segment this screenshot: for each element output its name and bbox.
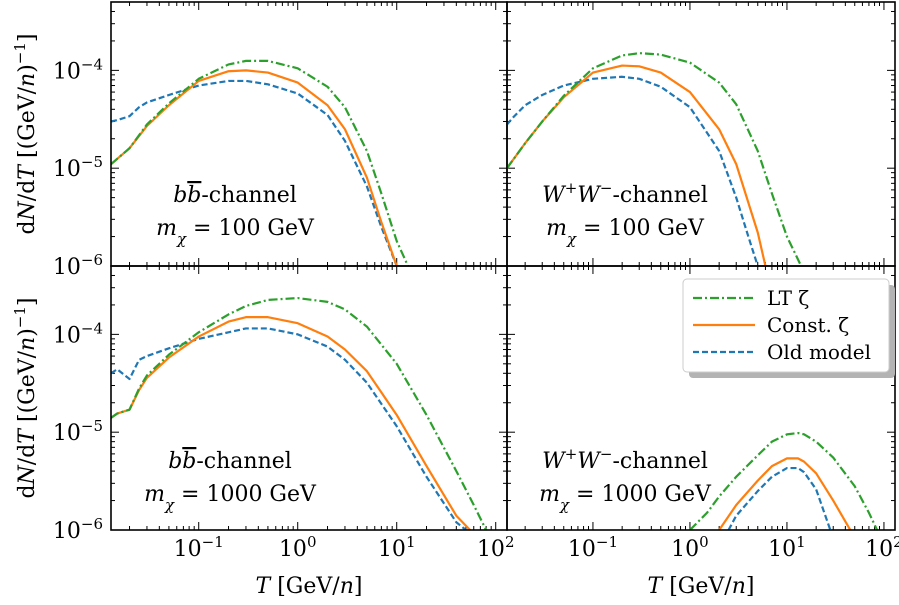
x-axis-title: T [GeV/n] (648, 574, 755, 599)
series-group-tr (507, 52, 803, 266)
y-axis-title: dN/dT [(GeV/n)−1] (11, 33, 40, 234)
x-tick-label: 101 (768, 533, 806, 562)
panel-bl: bb-channel mχ = 1000 GeV (110, 265, 508, 531)
y-tick-label: 10−5 (53, 153, 103, 182)
y-axis-labels: 10−6 10−5 10−4 dN/dT [(GeV/n)−1] 10−6 10−5 10−… (11, 33, 103, 544)
series-line-const-br (718, 457, 852, 530)
series-line-const-tl (111, 69, 398, 266)
series-group-br (689, 431, 879, 530)
y-tick-label: 10−4 (53, 55, 103, 84)
legend: LT ζ Const. ζ Old model (682, 278, 895, 378)
mass-label-bl: mχ = 1000 GeV (144, 482, 317, 514)
legend-label-old: Old model (767, 340, 871, 364)
y-axis-title: dN/dT [(GeV/n)−1] (11, 297, 40, 498)
panels: bb-channel mχ = 100 GeV W+W−-channel mχ = 1… (110, 1, 896, 531)
series-line-old-br (727, 466, 832, 530)
x-tick-label: 100 (671, 533, 709, 562)
panel-br: W+W−-channel mχ = 1000 GeV (506, 265, 896, 531)
series-group-tl (111, 59, 410, 266)
channel-label-br: W+W−-channel (542, 445, 708, 474)
y-tick-label: 10−6 (53, 251, 103, 280)
x-tick-label: 102 (477, 533, 515, 562)
x-axis-title: T [GeV/n] (256, 574, 363, 599)
y-tick-label: 10−4 (53, 319, 103, 348)
series-group-bl (111, 296, 488, 530)
channel-label-tr: W+W−-channel (542, 179, 708, 208)
x-tick-label: 102 (865, 533, 899, 562)
mass-label-br: mχ = 1000 GeV (539, 482, 712, 514)
x-tick-label: 101 (378, 533, 416, 562)
panel-tl: bb-channel mχ = 100 GeV (110, 1, 508, 267)
y-tick-label: 10−5 (53, 417, 103, 446)
y-tick-label: 10−6 (53, 515, 103, 544)
panel-frame-br (506, 265, 896, 531)
series-line-old-bl (111, 327, 467, 530)
series-line-lt-tl (111, 59, 410, 266)
x-tick-label: 10−1 (568, 533, 618, 562)
series-line-old-tl (111, 79, 398, 266)
channel-label-tl: bb-channel (173, 183, 297, 208)
x-axis-labels: 10−1 100 101 102 T [GeV/n] 10−1 100 101 102 T [Ge… (174, 533, 899, 599)
series-line-lt-tr (507, 52, 803, 266)
series-line-lt-br (689, 431, 879, 530)
panel-tr: W+W−-channel mχ = 100 GeV (506, 1, 896, 267)
legend-box (682, 278, 890, 373)
x-tick-label: 10−1 (174, 533, 224, 562)
series-line-lt-bl (111, 296, 488, 530)
mass-label-tr: mχ = 100 GeV (546, 216, 705, 248)
series-line-old-tr (507, 75, 759, 266)
x-tick-label: 100 (279, 533, 317, 562)
mass-label-tl: mχ = 100 GeV (156, 216, 315, 248)
legend-label-const: Const. ζ (767, 313, 849, 337)
channel-label-bl: bb-channel (168, 449, 292, 474)
legend-label-lt: LT ζ (767, 286, 809, 310)
